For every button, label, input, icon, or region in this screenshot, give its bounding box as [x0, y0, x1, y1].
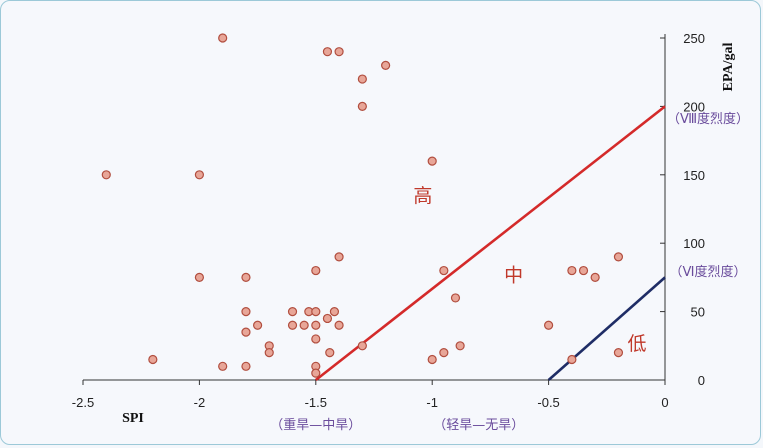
y-tick-label: 100 [683, 236, 705, 251]
x-tick-label: -0.5 [537, 395, 559, 410]
blue-boundary-line [547, 276, 666, 381]
data-point [381, 60, 391, 70]
red-boundary-line [314, 105, 666, 382]
x-tick-label: 0 [661, 395, 668, 410]
y-axis-title: EPA/gal [721, 43, 736, 92]
region-label-mid: 中 [504, 265, 523, 287]
data-point [194, 170, 204, 180]
data-point [334, 320, 344, 330]
y-tick-label: 50 [691, 305, 705, 320]
data-point [241, 361, 251, 371]
data-point [357, 341, 367, 351]
intensity-6-label: （Ⅵ度烈度） [670, 264, 747, 280]
y-tick-label: 200 [683, 99, 705, 114]
x-tick-label: -1 [426, 395, 438, 410]
data-point [427, 156, 437, 166]
data-point [578, 265, 589, 276]
data-point [311, 265, 321, 276]
data-point [299, 320, 309, 330]
data-point [613, 252, 624, 262]
data-point [450, 293, 461, 303]
data-point [357, 101, 367, 112]
data-point [439, 265, 449, 276]
data-point [322, 313, 333, 324]
data-point [101, 170, 111, 180]
data-point [590, 272, 600, 282]
data-point [311, 307, 321, 317]
data-point [241, 307, 251, 317]
region-label-high: 高 [413, 185, 432, 207]
light-drought-label: （轻旱—无旱） [433, 418, 524, 433]
data-point [218, 33, 228, 43]
data-point [287, 307, 298, 317]
data-point [543, 320, 554, 330]
data-point [357, 74, 367, 84]
data-point [264, 348, 274, 358]
data-point [253, 320, 263, 330]
data-point [329, 307, 340, 317]
y-tick-label: 250 [683, 31, 705, 46]
y-tick-label: 150 [683, 168, 705, 183]
data-point [613, 348, 624, 358]
data-point [148, 354, 158, 365]
data-point [325, 348, 335, 358]
intensity-8-label: （Ⅷ度烈度） [667, 111, 749, 127]
x-tick-label: -1.5 [305, 395, 327, 410]
data-point [334, 47, 344, 57]
region-label-low: 低 [628, 333, 647, 355]
data-point [311, 320, 321, 330]
x-axis-title: SPI [122, 411, 144, 426]
data-point [322, 47, 333, 57]
data-point [311, 334, 321, 344]
data-point [194, 272, 204, 282]
severe-drought-label: （重旱—中旱） [270, 417, 361, 433]
data-point [334, 252, 344, 262]
data-point [439, 348, 449, 358]
data-point [311, 368, 321, 378]
data-point [455, 341, 465, 351]
data-point [241, 327, 251, 337]
data-point [241, 272, 251, 282]
x-tick-label: -2 [194, 395, 206, 410]
data-point [567, 265, 577, 276]
data-point [218, 361, 228, 371]
data-point [567, 354, 577, 365]
y-tick-label: 0 [698, 373, 705, 388]
data-point [287, 320, 298, 330]
x-tick-label: -2.5 [72, 395, 94, 410]
data-point [427, 354, 437, 365]
